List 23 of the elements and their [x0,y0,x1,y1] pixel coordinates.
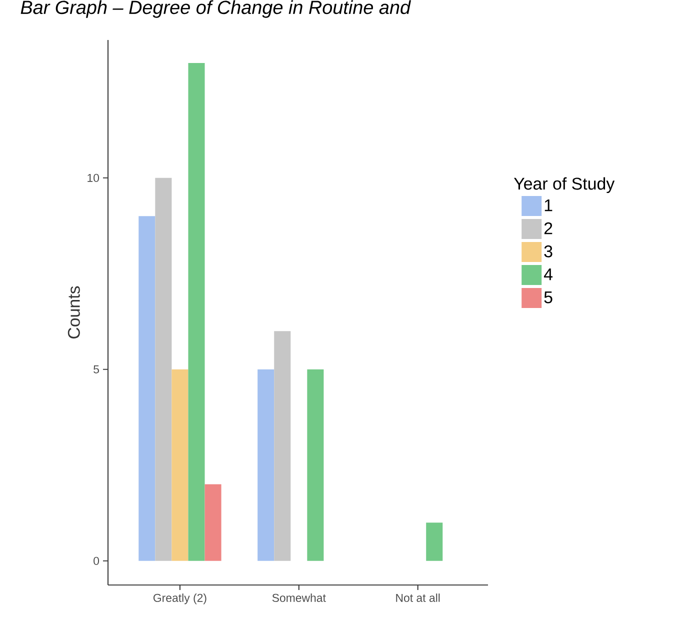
y-tick-label: 10 [88,174,100,182]
chart-title: Bar Graph – Degree of Change in Routine and [20,0,412,18]
legend-label: 2 [544,222,552,234]
x-tick-label: Not at all [396,594,440,602]
legend-label: 3 [544,245,552,258]
bar [138,216,156,561]
bar [307,369,324,561]
x-tick-label: Greatly (2) [153,594,206,604]
y-tick-label: 0 [94,556,100,565]
y-tick-label: 5 [94,365,99,374]
bar [155,178,172,561]
legend-label: 5 [544,291,552,304]
legend-label: 1 [544,199,552,212]
bar [426,522,443,561]
bar [172,369,188,561]
x-tick-label: Somewhat [272,594,326,602]
bar [258,369,274,561]
legend-title: Year of Study [514,177,615,194]
bar [188,62,205,561]
y-axis-title: Counts [68,286,80,338]
bar [204,484,222,561]
legend-label: 4 [544,268,553,280]
bar [274,331,291,561]
